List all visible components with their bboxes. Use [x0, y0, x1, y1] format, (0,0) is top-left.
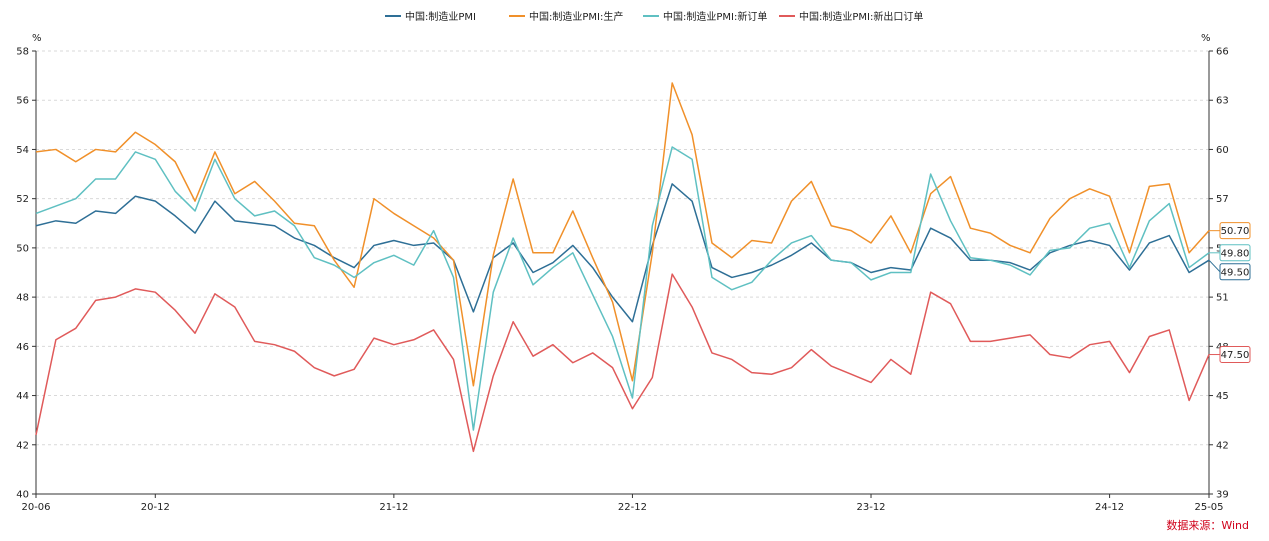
- end-label-value: 47.50: [1221, 350, 1250, 361]
- right-tick-label: 39: [1216, 490, 1229, 501]
- end-label-value: 50.70: [1221, 226, 1250, 237]
- x-tick-label: 22-12: [618, 502, 647, 513]
- series-lines: [35, 82, 1210, 453]
- right-tick-label: 63: [1216, 96, 1229, 107]
- data-source: 数据来源：Wind: [1166, 518, 1249, 532]
- right-axis-unit: %: [1201, 33, 1211, 44]
- right-tick-label: 45: [1216, 391, 1229, 402]
- left-tick-label: 52: [16, 194, 29, 205]
- left-tick-label: 56: [16, 96, 29, 107]
- left-tick-label: 44: [16, 391, 29, 402]
- end-label-box: [1219, 244, 1251, 262]
- end-labels: 50.70 49.80 49.50 47.50: [1208, 222, 1251, 364]
- left-tick-label: 58: [16, 47, 29, 58]
- x-axis-ticks: 20-06 20-12 21-12 22-12 23-12 24-12 25-05: [21, 494, 1224, 513]
- left-tick-label: 48: [16, 293, 29, 304]
- legend-label: 中国:制造业PMI:新出口订单: [799, 10, 923, 23]
- production-line: [35, 82, 1210, 387]
- end-label-connector: [1208, 259, 1221, 273]
- left-axis-unit: %: [32, 33, 42, 44]
- x-tick-label: 23-12: [856, 502, 885, 513]
- end-label-value: 49.50: [1221, 267, 1250, 278]
- right-tick-label: 60: [1216, 145, 1229, 156]
- legend-label: 中国:制造业PMI:生产: [529, 10, 623, 23]
- right-tick-label: 51: [1216, 293, 1229, 304]
- legend-label: 中国:制造业PMI:新订单: [663, 10, 767, 23]
- x-tick-label: 21-12: [379, 502, 408, 513]
- new-orders-line: [35, 146, 1210, 431]
- right-tick-label: 66: [1216, 47, 1229, 58]
- legend-label: 中国:制造业PMI: [405, 10, 476, 23]
- x-tick-label: 24-12: [1095, 502, 1124, 513]
- end-label-value: 49.80: [1221, 248, 1250, 259]
- end-label-box: [1219, 346, 1251, 364]
- axes: [35, 51, 1210, 495]
- x-tick-label: 25-05: [1194, 502, 1223, 513]
- legend: 中国:制造业PMI 中国:制造业PMI:生产 中国:制造业PMI:新订单 中国:制造业…: [385, 10, 923, 23]
- right-tick-label: 42: [1216, 440, 1229, 451]
- left-axis-ticks: 40 42 44 46 48 50 52 54 56 58: [16, 47, 36, 501]
- new-export-orders-line: [35, 273, 1210, 453]
- x-tick-label: 20-06: [21, 502, 50, 513]
- pmi-line: [35, 183, 1210, 323]
- left-tick-label: 42: [16, 440, 29, 451]
- left-tick-label: 54: [16, 145, 29, 156]
- left-tick-label: 40: [16, 490, 29, 501]
- end-label-box: [1219, 222, 1251, 240]
- x-tick-label: 20-12: [141, 502, 170, 513]
- end-label-box: [1219, 263, 1251, 281]
- left-tick-label: 50: [16, 243, 29, 254]
- left-tick-label: 46: [16, 342, 29, 353]
- right-tick-label: 57: [1216, 194, 1229, 205]
